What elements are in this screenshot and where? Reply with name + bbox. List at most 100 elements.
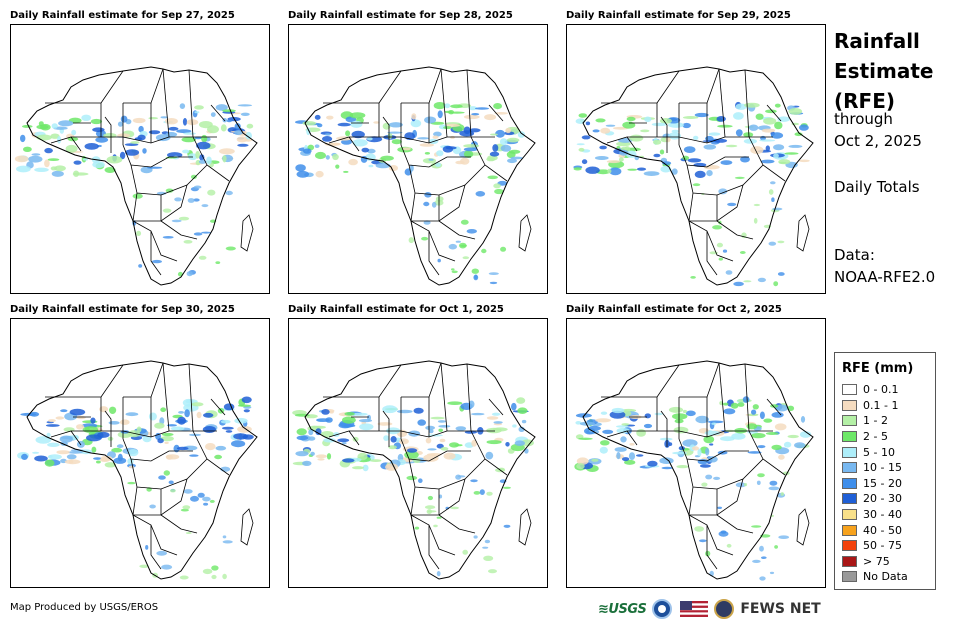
country-border bbox=[627, 430, 726, 438]
country-border bbox=[100, 70, 124, 104]
madagascar bbox=[796, 508, 810, 546]
madagascar bbox=[518, 214, 532, 252]
country-border bbox=[766, 398, 782, 416]
country-border bbox=[210, 398, 226, 416]
country-border bbox=[408, 164, 486, 196]
country-border bbox=[706, 231, 718, 276]
end-date: Oct 2, 2025 bbox=[834, 132, 922, 150]
rainfall-overlay bbox=[295, 102, 525, 285]
legend-item: 2 - 5 bbox=[842, 429, 929, 445]
country-border bbox=[440, 68, 448, 138]
coastline bbox=[304, 360, 536, 580]
legend-item: 40 - 50 bbox=[842, 522, 929, 538]
coastline bbox=[582, 66, 814, 286]
legend-item: 5 - 10 bbox=[842, 444, 929, 460]
country-border bbox=[440, 362, 448, 432]
legend-label: 1 - 2 bbox=[863, 414, 888, 428]
country-border bbox=[688, 514, 734, 556]
panel-title: Daily Rainfall estimate for Sep 30, 2025 bbox=[10, 304, 235, 315]
legend-label: 10 - 15 bbox=[863, 461, 902, 475]
country-border bbox=[162, 68, 170, 138]
country-border bbox=[656, 364, 680, 398]
madagascar bbox=[796, 214, 810, 252]
legend-swatch bbox=[842, 524, 857, 536]
country-border bbox=[606, 136, 638, 152]
country-border bbox=[122, 144, 193, 168]
country-border bbox=[123, 68, 164, 104]
country-border bbox=[50, 136, 82, 152]
country-border bbox=[100, 364, 124, 398]
legend-item: 0 - 0.1 bbox=[842, 382, 929, 398]
legend-item: 30 - 40 bbox=[842, 507, 929, 523]
legend-label: 5 - 10 bbox=[863, 445, 895, 459]
madagascar bbox=[240, 214, 254, 252]
legend-swatch bbox=[842, 446, 857, 458]
country-border bbox=[688, 220, 734, 262]
country-border bbox=[466, 363, 472, 432]
country-border bbox=[210, 104, 226, 122]
legend-label: 0.1 - 1 bbox=[863, 398, 899, 412]
us-flag-icon bbox=[680, 601, 709, 617]
africa-map bbox=[574, 360, 814, 581]
legend-title: RFE (mm) bbox=[842, 361, 914, 376]
panel-title: Daily Rainfall estimate for Oct 1, 2025 bbox=[288, 304, 504, 315]
legend-swatch bbox=[842, 431, 857, 443]
country-border bbox=[328, 136, 360, 152]
legend-item: 1 - 2 bbox=[842, 413, 929, 429]
legend-swatch bbox=[842, 540, 857, 552]
country-border bbox=[744, 363, 750, 432]
country-border bbox=[428, 231, 440, 276]
country-border bbox=[160, 220, 198, 240]
country-border bbox=[132, 514, 178, 556]
country-border bbox=[408, 458, 486, 490]
panel-title: Daily Rainfall estimate for Sep 28, 2025 bbox=[288, 10, 513, 21]
country-border bbox=[188, 363, 194, 432]
data-source: NOAA-RFE2.0 bbox=[834, 268, 936, 286]
country-border bbox=[688, 184, 744, 222]
fews-net-logo: FEWS NET bbox=[740, 601, 821, 617]
country-border bbox=[160, 514, 198, 534]
period-label: Daily Totals bbox=[834, 178, 920, 196]
country-border bbox=[718, 362, 726, 432]
country-border bbox=[688, 478, 744, 516]
logo-strip: ≋USGS FEWS NET bbox=[598, 597, 821, 621]
legend-item: > 75 bbox=[842, 554, 929, 570]
africa-map bbox=[292, 360, 536, 580]
africa-map bbox=[295, 66, 536, 286]
country-border bbox=[328, 430, 360, 446]
legend-swatch bbox=[842, 399, 857, 411]
country-border bbox=[150, 525, 162, 570]
country-border bbox=[656, 70, 680, 104]
legend-swatch bbox=[842, 555, 857, 567]
title-line: Estimate bbox=[834, 59, 934, 83]
country-border bbox=[132, 478, 188, 516]
country-border bbox=[410, 220, 456, 262]
country-border bbox=[466, 69, 472, 138]
country-border bbox=[678, 438, 749, 462]
rainfall-overlay bbox=[14, 103, 254, 277]
rainfall-overlay bbox=[573, 101, 810, 287]
country-border bbox=[123, 362, 164, 398]
country-border bbox=[50, 430, 82, 446]
legend-swatch bbox=[842, 509, 857, 521]
country-border bbox=[150, 231, 162, 276]
country-border bbox=[716, 220, 754, 240]
map-frame bbox=[566, 318, 826, 588]
country-border bbox=[401, 68, 442, 104]
legend-label: 40 - 50 bbox=[863, 523, 902, 537]
legend-item: 10 - 15 bbox=[842, 460, 929, 476]
map-frame bbox=[10, 24, 270, 294]
country-border bbox=[400, 144, 471, 168]
country-border bbox=[679, 362, 720, 398]
legend-swatch bbox=[842, 415, 857, 427]
country-border bbox=[410, 478, 466, 516]
legend-swatch bbox=[842, 477, 857, 489]
country-border bbox=[627, 136, 726, 144]
legend-label: 15 - 20 bbox=[863, 476, 902, 490]
legend-swatch bbox=[842, 384, 857, 396]
country-border bbox=[382, 116, 390, 153]
country-border bbox=[400, 438, 471, 462]
product-title: Rainfall Estimate (RFE) bbox=[834, 26, 964, 116]
produced-by: Map Produced by USGS/EROS bbox=[10, 602, 159, 613]
